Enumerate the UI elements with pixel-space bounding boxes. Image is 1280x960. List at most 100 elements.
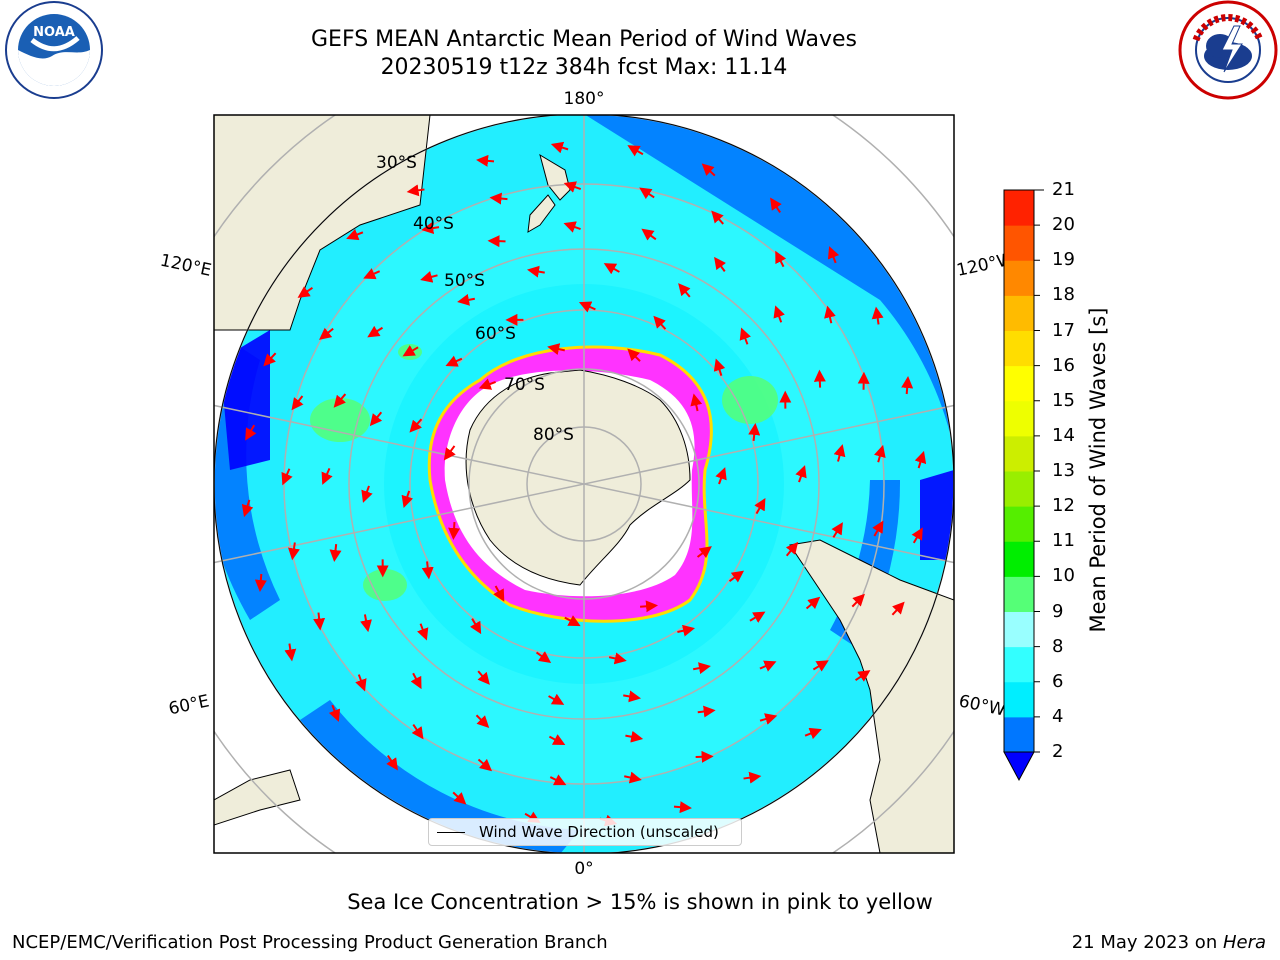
footnote-text: Sea Ice Concentration > 15% is shown in … [347, 890, 933, 914]
wind-arrow [759, 660, 777, 672]
wind-arrow [625, 730, 644, 743]
colorbar-segment [1004, 435, 1034, 472]
wind-arrow [281, 468, 293, 486]
wind-arrow [363, 268, 381, 280]
longitude-grid [214, 115, 954, 853]
wind-arrow [901, 376, 914, 395]
wind-arrow [831, 522, 843, 538]
legend-label: Wind Wave Direction (unscaled) [479, 823, 719, 841]
wind-arrow [245, 424, 257, 441]
wind-arrow [476, 154, 495, 167]
wind-arrow [328, 704, 341, 722]
colorbar-segment [1004, 471, 1034, 507]
wind-arrow [548, 693, 565, 705]
wind-arrow [346, 228, 364, 241]
wind-arrow [754, 497, 766, 515]
wind-arrow [608, 652, 627, 665]
wind-arrow [411, 724, 424, 740]
colorbar-segment [1004, 330, 1034, 367]
wind-arrow [874, 444, 886, 463]
wind-arrow [824, 305, 836, 324]
colorbar-segment [1004, 611, 1034, 648]
lon-label-120e: 120°E [158, 251, 213, 281]
colorbar-label: Mean Period of Wind Waves [s] [1086, 307, 1110, 633]
colorbar-segment [1004, 576, 1034, 612]
wind-arrow [321, 468, 333, 485]
noaa-logo-text: NOAA [33, 25, 75, 40]
colorbar-segment [1004, 400, 1034, 437]
lon-label-0: 0° [574, 859, 593, 879]
wind-arrow [770, 197, 782, 214]
wind-arrow [854, 670, 871, 682]
wind-arrow [827, 246, 840, 264]
wind-arrow [627, 348, 641, 362]
wind-arrow [639, 187, 655, 200]
wind-arrow [678, 283, 691, 298]
wind-arrow [677, 624, 696, 637]
colorbar-tick-label: 15 [1052, 389, 1075, 411]
wind-arrow [526, 265, 545, 278]
wind-arrow [254, 573, 267, 592]
wind-arrow [911, 527, 923, 544]
wind-arrow [624, 771, 642, 784]
wind-arrow [401, 490, 414, 509]
wind-arrow [804, 727, 822, 740]
wind-arrow [448, 521, 461, 540]
colorbar-tick-label: 10 [1052, 565, 1075, 587]
wind-arrow [457, 293, 475, 306]
wind-arrow [711, 210, 724, 225]
wind-arrow [410, 672, 422, 690]
colorbar-segment [1004, 295, 1034, 331]
colorbar [1003, 189, 1040, 782]
colorbar-segment [1004, 716, 1034, 753]
wind-arrow [701, 163, 716, 177]
wind-arrow [785, 541, 799, 557]
colorbar-tick-label: 19 [1052, 249, 1075, 271]
wind-arrow [288, 542, 300, 561]
map-area [214, 115, 954, 853]
legend-line-swatch [437, 832, 465, 833]
colorbar-segment [1004, 190, 1034, 226]
nws-logo [1178, 0, 1278, 100]
wind-arrow [329, 544, 342, 563]
wind-arrow [833, 444, 846, 462]
lon-label-60e: 60°E [167, 691, 211, 719]
colorbar-segment [1004, 365, 1034, 402]
wind-arrow [297, 286, 314, 298]
colorbar-tick-label: 12 [1052, 495, 1075, 517]
wind-arrow [417, 623, 429, 641]
wind-arrow [697, 705, 716, 718]
wind-arrow [478, 378, 496, 390]
colorbar-tick-label: 8 [1052, 635, 1064, 657]
wind-arrow [693, 662, 711, 675]
wind-arrow [550, 141, 569, 154]
wind-arrow [872, 520, 884, 537]
colorbar-tick-label: 14 [1052, 424, 1075, 446]
wind-arrow [241, 499, 254, 518]
wind-arrow [563, 221, 581, 233]
sea-ice-footnote: Sea Ice Concentration > 15% is shown in … [0, 890, 1280, 914]
colorbar-tick-label: 9 [1052, 600, 1064, 622]
map-frame [213, 114, 955, 854]
wind-arrow [773, 305, 785, 323]
lon-label-180: 180° [564, 89, 605, 109]
wind-arrow [641, 228, 657, 241]
wind-arrow [743, 771, 762, 784]
title-line-1: GEFS MEAN Antarctic Mean Period of Wind … [311, 27, 857, 52]
wind-arrow [402, 345, 419, 357]
wind-arrow [653, 315, 667, 330]
wind-arrow [715, 467, 727, 485]
footer-date-text: 21 May 2023 on [1071, 932, 1223, 953]
wind-arrow [355, 674, 367, 692]
wind-arrow [623, 690, 642, 703]
africa-landmass [214, 769, 301, 826]
wind-arrow [409, 418, 423, 433]
wind-arrow [891, 601, 905, 616]
new-zealand [527, 153, 571, 233]
wind-arrow [563, 181, 582, 193]
colorbar-tick-label: 13 [1052, 460, 1075, 481]
wind-arrow [739, 327, 751, 345]
colorbar-tick-label: 16 [1052, 354, 1075, 376]
title-line-2: 20230519 t12z 384h fcst Max: 11.14 [380, 55, 788, 80]
